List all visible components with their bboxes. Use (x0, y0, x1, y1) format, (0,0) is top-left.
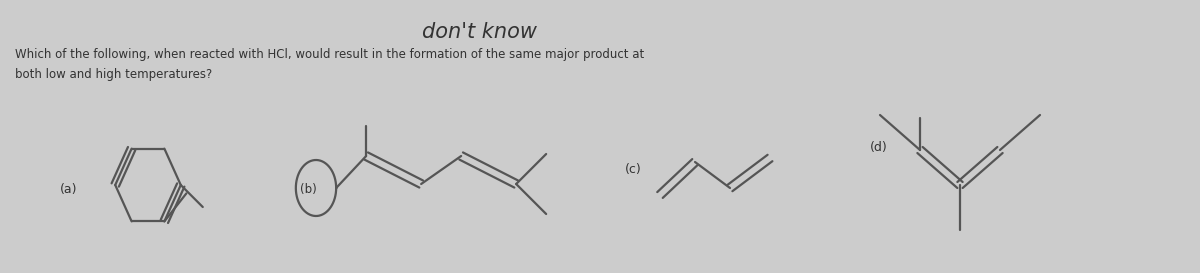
Text: both low and high temperatures?: both low and high temperatures? (14, 68, 212, 81)
Text: Which of the following, when reacted with HCl, would result in the formation of : Which of the following, when reacted wit… (14, 48, 644, 61)
Text: don't know: don't know (422, 22, 538, 42)
Text: (d): (d) (870, 141, 888, 155)
Text: (a): (a) (60, 183, 78, 197)
Text: (c): (c) (625, 164, 642, 177)
Text: (b): (b) (300, 183, 317, 197)
